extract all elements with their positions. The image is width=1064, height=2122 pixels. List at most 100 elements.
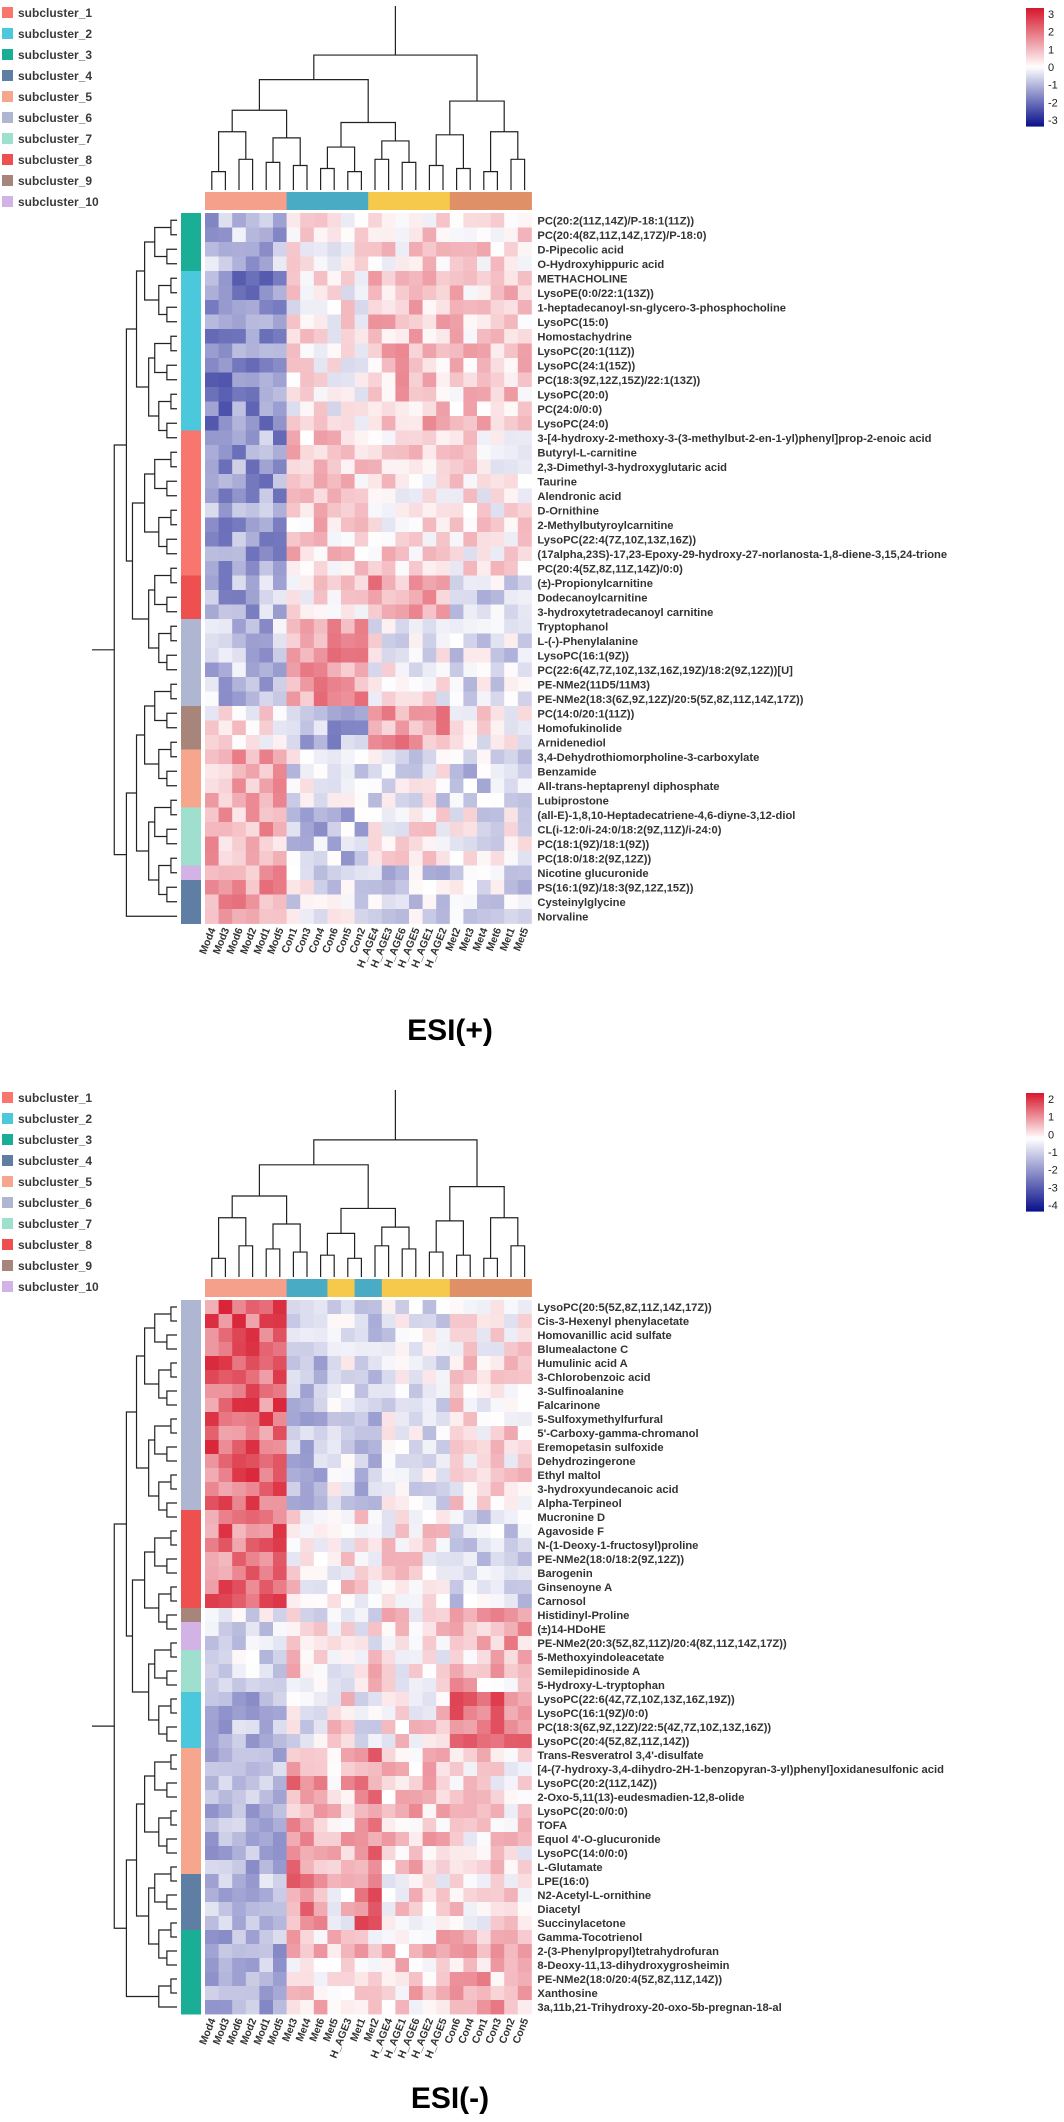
scale-step	[1026, 25, 1044, 29]
legend-entry: subcluster_8	[18, 1238, 92, 1252]
heatmap-cell	[463, 778, 478, 794]
heatmap-cell	[409, 691, 423, 707]
heatmap-cell	[245, 662, 260, 678]
row-label: Taurine	[537, 476, 577, 488]
heatmap-cell	[313, 1664, 328, 1679]
heatmap-cell	[463, 604, 478, 620]
heatmap-cell	[259, 1496, 274, 1511]
heatmap-cell	[313, 561, 328, 576]
heatmap-cell	[341, 1356, 355, 1371]
heatmap-cell	[422, 1804, 437, 1819]
heatmap-cell	[354, 1314, 369, 1329]
dendrogram-branch	[113, 444, 127, 856]
subcluster-cell	[181, 909, 201, 924]
heatmap-cell	[409, 2000, 423, 2015]
scale-step	[1026, 1201, 1044, 1204]
scale-step	[1026, 45, 1044, 48]
heatmap-cell	[490, 1734, 505, 1749]
heatmap-cell	[313, 1510, 328, 1525]
heatmap-cell	[259, 1650, 274, 1665]
heatmap-cell	[341, 517, 355, 533]
heatmap-cell	[490, 1706, 505, 1721]
heatmap-cell	[409, 488, 423, 504]
heatmap-cell	[273, 329, 287, 344]
heatmap-cell	[273, 1538, 287, 1553]
heatmap-cell	[463, 256, 478, 272]
group-cell	[409, 1279, 424, 1297]
heatmap-cell	[422, 546, 437, 562]
heatmap-cell	[381, 503, 396, 518]
heatmap-cell	[286, 2000, 301, 2015]
heatmap-cell	[395, 778, 410, 794]
heatmap-cell	[245, 590, 260, 605]
dendrogram-branch	[166, 828, 177, 845]
heatmap-cell	[218, 662, 233, 678]
heatmap-cell	[313, 1524, 328, 1539]
row-labels: LysoPC(20:5(5Z,8Z,11Z,14Z,17Z))Cis-3-Hex…	[537, 1302, 944, 2014]
heatmap-cell	[463, 1482, 478, 1497]
heatmap-cell	[477, 880, 491, 895]
legend-entry: subcluster_1	[18, 1091, 92, 1105]
heatmap-cell	[422, 590, 437, 605]
heatmap-cell	[327, 749, 342, 765]
heatmap-cell	[490, 793, 505, 808]
heatmap-cell	[327, 677, 342, 692]
heatmap-cell	[517, 358, 532, 373]
heatmap-cell	[368, 387, 383, 402]
heatmap-cell	[313, 894, 328, 910]
heatmap-cell	[300, 300, 315, 315]
heatmap-cell	[409, 619, 423, 634]
dendrogram-branch	[272, 137, 301, 166]
heatmap-cell	[517, 1370, 532, 1385]
heatmap-cell	[218, 561, 233, 576]
heatmap-cell	[218, 619, 233, 634]
scale-step	[1026, 90, 1044, 94]
heatmap-cell	[449, 329, 464, 344]
heatmap-cell	[286, 546, 301, 562]
heatmap-cell	[409, 1692, 423, 1707]
row-label: Eremopetasin sulfoxide	[537, 1442, 663, 1454]
heatmap-cell	[300, 358, 315, 373]
heatmap-cell	[409, 1664, 423, 1679]
dendrogram-branch	[131, 1579, 149, 1693]
heatmap-cell	[273, 1762, 287, 1777]
heatmap-cell	[477, 735, 491, 750]
heatmap-cell	[286, 909, 301, 924]
dendrogram-branch	[166, 1782, 177, 1798]
heatmap-cell	[395, 633, 410, 649]
heatmap-cell	[504, 1524, 519, 1539]
heatmap-cell	[300, 764, 315, 779]
heatmap-cell	[368, 1692, 383, 1707]
heatmap-cell	[490, 1468, 505, 1483]
row-label: Xanthosine	[537, 1988, 597, 2000]
heatmap-cell	[422, 735, 437, 750]
scale-tick-label: 0	[1048, 1129, 1054, 1141]
heatmap-cell	[300, 1384, 315, 1399]
heatmap-cell	[300, 604, 315, 620]
heatmap-cell	[205, 1944, 219, 1959]
heatmap-cell	[422, 677, 437, 692]
heatmap-cell	[245, 1510, 260, 1525]
heatmap-cell	[313, 1496, 328, 1511]
dendrogram-branch	[490, 1217, 519, 1259]
scale-step	[1026, 41, 1044, 44]
heatmap-cell	[463, 1720, 478, 1735]
dendrogram-branch	[483, 1257, 498, 1277]
heatmap-cell	[286, 1734, 301, 1749]
heatmap-cell	[381, 1328, 396, 1343]
subcluster-legend: subcluster_1subcluster_2subcluster_3subc…	[2, 1091, 99, 1294]
heatmap-cell	[273, 1888, 287, 1903]
heatmap-cell	[517, 1944, 532, 1959]
heatmap-cell	[354, 2000, 369, 2015]
scale-step	[1026, 92, 1044, 96]
row-label: PC(18:3(9Z,12Z,15Z)/22:1(13Z))	[537, 375, 700, 387]
heatmap-cell	[368, 822, 383, 837]
heatmap-cell	[368, 1776, 383, 1791]
heatmap-cell	[449, 691, 464, 707]
heatmap-cell	[327, 285, 342, 301]
heatmap-cell	[245, 1790, 260, 1805]
heatmap-cell	[259, 416, 274, 431]
heatmap-cell	[449, 387, 464, 402]
heatmap-cell	[341, 1664, 355, 1679]
heatmap-cell	[422, 271, 437, 286]
